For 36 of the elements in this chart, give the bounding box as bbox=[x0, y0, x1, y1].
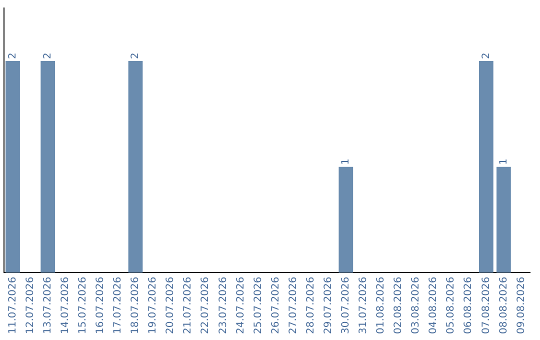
x-tick-label: 07.08.2026 bbox=[480, 276, 492, 334]
x-tick-label: 09.08.2026 bbox=[516, 276, 527, 334]
data-label: 1 bbox=[498, 158, 510, 165]
x-tick-label: 13.07.2026 bbox=[42, 276, 54, 334]
x-tick-label: 28.07.2026 bbox=[305, 276, 316, 334]
x-tick-label: 12.07.2026 bbox=[24, 276, 36, 334]
x-tick-label: 22.07.2026 bbox=[200, 276, 212, 334]
x-tick-label: 30.07.2026 bbox=[340, 276, 352, 334]
x-tick-label: 14.07.2026 bbox=[60, 276, 71, 334]
x-tick-label: 27.07.2026 bbox=[288, 276, 299, 334]
x-tick-label: 01.08.2026 bbox=[376, 276, 387, 334]
x-tick-label: 08.08.2026 bbox=[498, 276, 510, 334]
x-tick-label: 11.07.2026 bbox=[7, 276, 18, 334]
x-tick-label: 03.08.2026 bbox=[410, 276, 422, 334]
data-label: 2 bbox=[7, 52, 18, 59]
x-tick-label: 19.07.2026 bbox=[148, 276, 159, 334]
x-tick-label: 18.07.2026 bbox=[130, 276, 142, 334]
x-tick-label: 05.08.2026 bbox=[446, 276, 457, 334]
x-tick-label: 15.07.2026 bbox=[77, 276, 88, 334]
data-label: 2 bbox=[42, 52, 54, 59]
x-tick-label: 06.08.2026 bbox=[463, 276, 474, 334]
data-label: 2 bbox=[480, 52, 492, 59]
x-tick-label: 21.07.2026 bbox=[182, 276, 194, 334]
x-tick-label: 16.07.2026 bbox=[95, 276, 106, 334]
x-tick-label: 26.07.2026 bbox=[270, 276, 282, 334]
x-tick-label: 02.08.2026 bbox=[393, 276, 404, 334]
x-tick-label: 25.07.2026 bbox=[252, 276, 264, 334]
x-tick-label: 23.07.2026 bbox=[218, 276, 229, 334]
x-tick-label: 29.07.2026 bbox=[322, 276, 334, 334]
x-tick-label: 04.08.2026 bbox=[428, 276, 440, 334]
data-label: 2 bbox=[130, 52, 142, 59]
x-tick-label: 31.07.2026 bbox=[358, 276, 370, 334]
x-tick-label: 20.07.2026 bbox=[165, 276, 176, 334]
x-tick-label: 17.07.2026 bbox=[112, 276, 124, 334]
x-tick-label: 24.07.2026 bbox=[235, 276, 246, 334]
data-label: 1 bbox=[340, 158, 352, 165]
